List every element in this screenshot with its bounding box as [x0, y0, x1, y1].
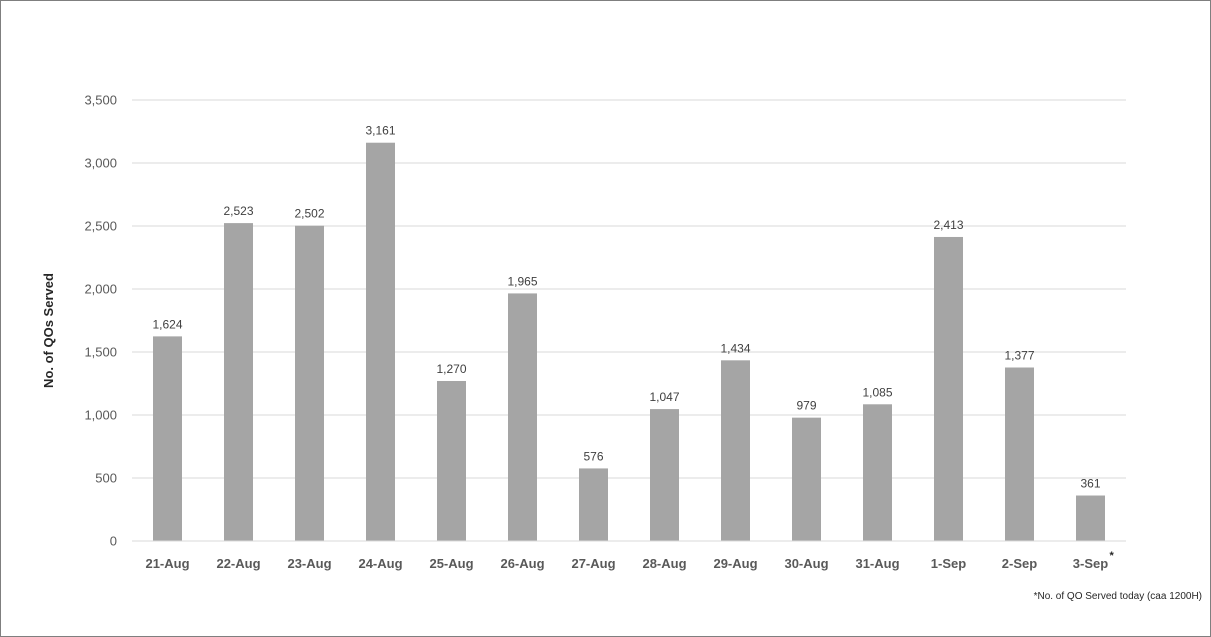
bar: [295, 225, 324, 542]
bar: [579, 468, 608, 541]
x-category-label: 21-Aug: [145, 556, 189, 571]
x-category-label: 28-Aug: [642, 556, 686, 571]
bar: [934, 236, 963, 541]
x-category-label: 24-Aug: [358, 556, 402, 571]
x-category-label: 30-Aug: [784, 556, 828, 571]
bar: [508, 293, 537, 541]
data-label: 1,434: [720, 341, 750, 355]
bar: [863, 404, 892, 541]
data-label: 1,085: [862, 385, 892, 399]
bar: [650, 409, 679, 541]
data-label: 361: [1080, 477, 1100, 491]
y-tick-label: 2,500: [84, 219, 117, 234]
bar: [721, 360, 750, 541]
data-label: 979: [796, 399, 816, 413]
y-tick-label: 3,500: [84, 93, 117, 108]
x-axis-category-labels: 21-Aug 22-Aug 23-Aug 24-Aug 25-Aug 26-Aug 27-A…: [145, 556, 1108, 571]
y-tick-label: 3,000: [84, 156, 117, 171]
x-category-label: 31-Aug: [855, 556, 899, 571]
bar: [153, 336, 182, 541]
x-category-label: 3-Sep: [1073, 556, 1108, 571]
gridlines: [132, 99, 1126, 479]
y-tick-label: 2,000: [84, 282, 117, 297]
bar: [224, 223, 253, 542]
data-label: 576: [583, 449, 603, 463]
y-tick-label: 0: [110, 534, 117, 549]
y-tick-label: 1,000: [84, 408, 117, 423]
y-tick-label: 1,500: [84, 345, 117, 360]
data-label: 1,047: [649, 390, 679, 404]
y-axis-title: No. of QOs Served: [41, 273, 56, 388]
bar: [792, 417, 821, 541]
data-label: 1,377: [1004, 348, 1034, 362]
data-label: 2,413: [933, 218, 963, 232]
y-tick-label: 500: [95, 471, 117, 486]
x-category-label: 29-Aug: [713, 556, 757, 571]
bar: [1076, 495, 1105, 541]
x-category-label: 22-Aug: [216, 556, 260, 571]
data-labels: 1,624 2,523 2,502 3,161 1,270 1,965 576 1,047 1,…: [152, 124, 1100, 491]
data-label: 1,965: [507, 274, 537, 288]
data-label: 1,270: [436, 362, 466, 376]
data-label: 3,161: [365, 124, 395, 138]
y-axis-tick-labels: 0 500 1,000 1,500 2,000 2,500 3,000 3,500: [84, 93, 117, 549]
x-category-label: 26-Aug: [500, 556, 544, 571]
x-category-label: 23-Aug: [287, 556, 331, 571]
bar: [366, 142, 395, 542]
bar: [1005, 367, 1034, 541]
x-category-label: 2-Sep: [1002, 556, 1037, 571]
footnote: *No. of QO Served today (caa 1200H): [1034, 591, 1202, 602]
data-label: 1,624: [152, 317, 182, 331]
annotation-asterisk: *: [1110, 550, 1115, 562]
x-category-label: 25-Aug: [429, 556, 473, 571]
bars: [153, 142, 1105, 542]
data-label: 2,523: [223, 204, 253, 218]
x-category-label: 27-Aug: [571, 556, 615, 571]
data-label: 2,502: [294, 207, 324, 221]
bar: [437, 380, 466, 541]
x-category-label: 1-Sep: [931, 556, 966, 571]
